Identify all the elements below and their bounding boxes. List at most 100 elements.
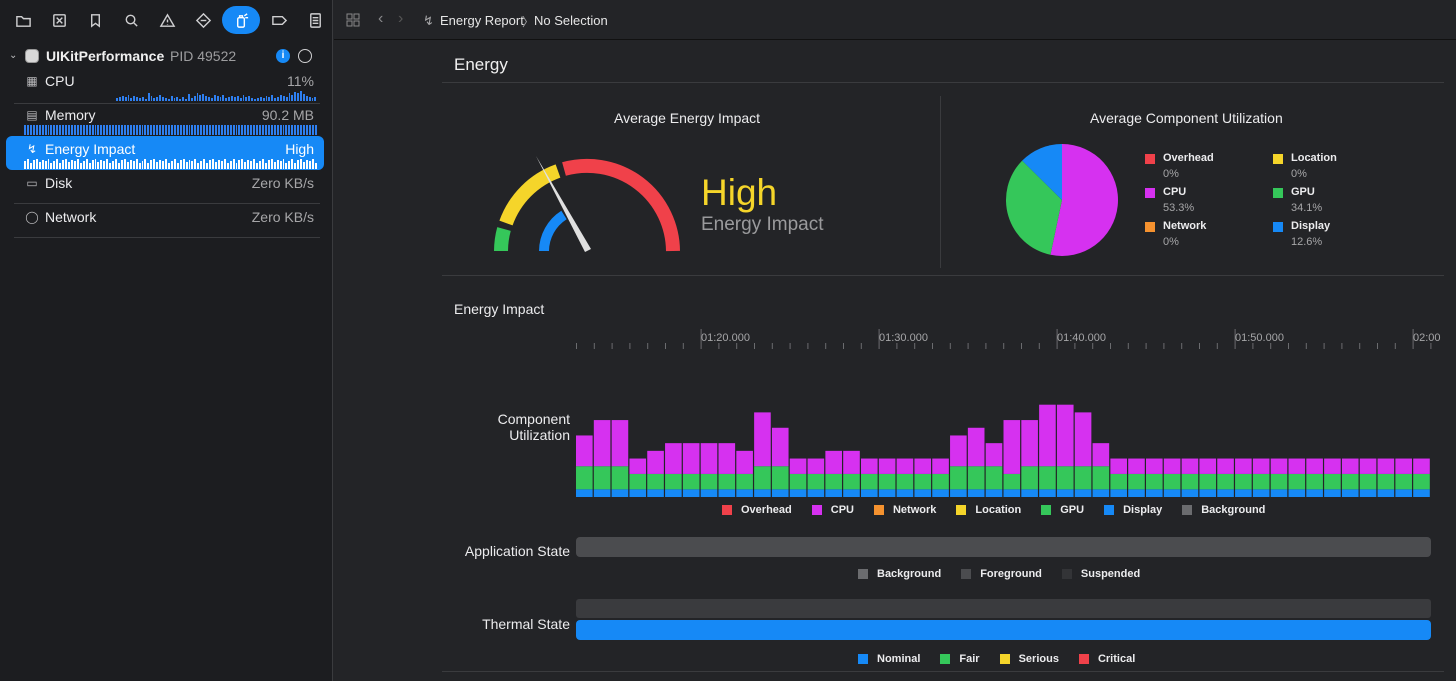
spark-bar [144, 125, 147, 135]
bar-gpu [896, 473, 914, 490]
gauge-cpu[interactable]: ▦ CPU 11% [6, 68, 324, 102]
bar-display [1021, 489, 1038, 497]
spark-bar [156, 162, 159, 169]
tag-icon[interactable] [262, 6, 296, 34]
report-icon[interactable] [298, 6, 332, 34]
legend-name: Display [1291, 220, 1331, 232]
spark-bar [291, 125, 294, 135]
legend-pct: 0% [1163, 236, 1179, 248]
jump-bar: ‹ › ↯ Energy Report 〉 No Selection [334, 0, 1456, 40]
bar-cpu [950, 435, 967, 467]
spark-bar [71, 160, 73, 169]
spark-bar [159, 95, 161, 101]
bar-cpu [1395, 458, 1412, 474]
legend-name: CPU [1163, 186, 1187, 198]
spark-bar [120, 160, 123, 169]
spark-bar [120, 125, 123, 135]
bar-cpu [1252, 458, 1270, 474]
breadcrumb-no-selection[interactable]: No Selection [534, 13, 608, 28]
spark-bar [238, 160, 241, 169]
gauge-energy-impact[interactable]: ↯ Energy Impact High [6, 136, 324, 170]
warning-icon[interactable] [150, 6, 184, 34]
bar-cpu [700, 443, 718, 474]
spark-bar [264, 163, 267, 169]
spark-bar [44, 161, 47, 169]
bar-display [932, 489, 949, 497]
close-box-icon[interactable] [42, 6, 76, 34]
spark-bar [129, 125, 132, 135]
process-pid: PID 49522 [170, 48, 237, 64]
spark-bar [135, 125, 138, 135]
spark-bar [225, 98, 228, 101]
spark-bar [239, 98, 242, 101]
chevron-down-icon[interactable]: ⌄ [9, 50, 18, 61]
bar-display [1359, 489, 1377, 497]
bar-cpu [1377, 458, 1395, 474]
component-utilization-chart[interactable] [576, 397, 1444, 497]
spray-can-icon[interactable] [222, 6, 260, 34]
bar-display [1324, 489, 1341, 497]
gauge-memory[interactable]: ▤ Memory 90.2 MB [6, 102, 324, 136]
spark-bar [73, 125, 76, 135]
spark-bar [135, 159, 138, 169]
spark-bar [88, 125, 91, 135]
spark-bar [206, 163, 209, 169]
tick-label: 01:50.000 [1235, 332, 1284, 344]
forward-chevron-icon[interactable]: › [398, 10, 404, 27]
app-state-legend: Background Foreground Suspended [858, 568, 1160, 580]
bar-display [985, 489, 1003, 497]
bar-cpu [1413, 458, 1430, 474]
gauge-label: Disk [45, 175, 73, 191]
spark-bar [162, 97, 164, 101]
tick-label: 02:00 [1413, 332, 1441, 344]
spark-bar [311, 125, 314, 135]
spark-bar [297, 93, 299, 101]
spark-bar [106, 159, 109, 169]
search-icon[interactable] [114, 6, 148, 34]
pause-icon[interactable] [298, 49, 312, 63]
spark-bar [194, 159, 197, 169]
bar-gpu [1413, 473, 1430, 490]
bar-gpu [878, 473, 896, 490]
bar-cpu [1324, 458, 1341, 474]
tick-label: 01:30.000 [879, 332, 928, 344]
time-ruler[interactable]: 01:20.000 01:30.000 01:40.000 01:50.000 … [576, 329, 1444, 349]
gauge-disk[interactable]: ▭ Disk Zero KB/s [6, 170, 324, 204]
spark-bar [173, 98, 176, 101]
diamond-icon[interactable] [186, 6, 220, 34]
bar-cpu [967, 427, 985, 467]
spark-bar [79, 125, 82, 135]
thermal-track [576, 599, 1431, 618]
spark-bar [199, 95, 202, 101]
bar-cpu [1270, 458, 1288, 474]
avg-util-title: Average Component Utilization [1090, 110, 1283, 126]
spark-bar [206, 125, 209, 135]
back-chevron-icon[interactable]: ‹ [378, 10, 384, 27]
spark-bar [109, 163, 112, 169]
bar-cpu [1021, 420, 1038, 467]
info-icon[interactable]: i [276, 49, 290, 63]
spark-bar [94, 125, 97, 135]
bar-display [1199, 489, 1217, 497]
spark-bar [144, 159, 147, 169]
spark-bar [282, 96, 285, 101]
bar-gpu [985, 466, 1003, 490]
spark-bar [170, 96, 173, 101]
bar-gpu [629, 473, 647, 490]
legend-swatch [1145, 188, 1155, 198]
spark-bar [229, 125, 232, 135]
spark-bar [126, 162, 129, 169]
grid-icon[interactable] [346, 13, 360, 27]
bookmark-icon[interactable] [78, 6, 112, 34]
app-state-bar[interactable] [576, 537, 1431, 557]
legend-swatch [1041, 505, 1052, 515]
process-row[interactable]: ⌄ UIKitPerformance PID 49522 i [0, 46, 333, 66]
folder-icon[interactable] [6, 6, 40, 34]
breadcrumb-energy-report[interactable]: Energy Report [440, 13, 524, 28]
bar-cpu [1163, 458, 1181, 474]
thermal-state-bar[interactable] [576, 620, 1431, 640]
spark-bar [265, 96, 268, 101]
gauge-label: Network [45, 209, 97, 225]
gauge-network[interactable]: ◯ Network Zero KB/s [6, 204, 324, 238]
bar-gpu [576, 466, 593, 490]
